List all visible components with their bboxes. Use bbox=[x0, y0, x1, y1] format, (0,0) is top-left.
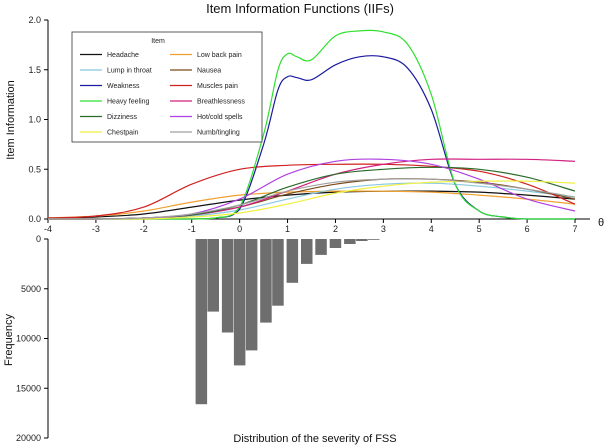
freq-x-axis-label: Distribution of the severity of FSS bbox=[233, 433, 396, 445]
legend-label-heavy-feeling: Heavy feeling bbox=[107, 99, 150, 106]
freq-bar bbox=[286, 239, 299, 283]
legend-title: Item bbox=[151, 38, 165, 45]
iif-x-tick-label: 5 bbox=[477, 224, 482, 234]
freq-bar bbox=[356, 239, 368, 241]
iif-x-tick-label: 1 bbox=[285, 224, 290, 234]
iif-y-axis-label: Item Information bbox=[5, 80, 17, 159]
series-line-heavy-feeling bbox=[47, 29, 575, 220]
iif-x-tick-label: -4 bbox=[44, 224, 52, 234]
legend-label-headache: Headache bbox=[107, 52, 139, 59]
legend-label-muscles-pain: Muscles pain bbox=[197, 83, 238, 90]
series-line-low-back-pain bbox=[47, 190, 576, 219]
series-line-chestpain bbox=[47, 180, 576, 220]
freq-bar bbox=[233, 239, 246, 366]
series-line-numb-tingling bbox=[47, 178, 576, 220]
series-line-headache bbox=[47, 190, 576, 219]
legend-label-weakness: Weakness bbox=[107, 83, 140, 90]
freq-bar bbox=[329, 239, 342, 248]
freq-y-axis-label: Frequency bbox=[3, 314, 15, 366]
freq-bar bbox=[301, 239, 313, 264]
legend-label-nausea: Nausea bbox=[197, 68, 221, 75]
freq-bar bbox=[245, 239, 258, 351]
freq-y-tick-label: 10000 bbox=[16, 334, 41, 344]
iif-y-tick-label: 0.5 bbox=[28, 164, 41, 174]
iif-legend: Item Headache Low back pain Lump in throat… bbox=[71, 31, 263, 143]
iif-chart-title: Item Information Functions (IIFs) bbox=[206, 1, 394, 16]
freq-bar bbox=[344, 239, 356, 244]
series-line-muscles-pain bbox=[47, 163, 576, 219]
legend-label-low-back-pain: Low back pain bbox=[197, 52, 242, 59]
freq-bar bbox=[272, 239, 284, 306]
freq-y-ticks: 0 5000 10000 15000 20000 bbox=[16, 234, 48, 443]
iif-x-ticks: -4 -3 -2 -1 0 1 2 3 4 5 6 7 bbox=[44, 219, 578, 234]
iif-x-tick-label: 4 bbox=[429, 224, 434, 234]
freq-bar bbox=[260, 239, 272, 323]
freq-y-tick-label: 20000 bbox=[16, 433, 41, 443]
freq-bar bbox=[195, 239, 208, 405]
legend-label-breathlessness: Breathlessness bbox=[197, 99, 245, 106]
iif-x-tick-label: 2 bbox=[333, 224, 338, 234]
freq-bar bbox=[221, 239, 234, 333]
iif-y-tick-label: 1.0 bbox=[28, 115, 41, 125]
freq-y-tick-label: 0 bbox=[36, 234, 41, 244]
legend-frame bbox=[71, 31, 263, 143]
iif-x-tick-label: 3 bbox=[381, 224, 386, 234]
freq-bar bbox=[368, 239, 380, 240]
iif-x-tick-label: -2 bbox=[140, 224, 148, 234]
iif-x-tick-label: 6 bbox=[525, 224, 530, 234]
legend-label-lump-in-throat: Lump in throat bbox=[107, 68, 152, 75]
iif-y-tick-label: 1.5 bbox=[28, 65, 41, 75]
freq-bar bbox=[315, 239, 327, 255]
iif-y-tick-label: 2.0 bbox=[28, 15, 41, 25]
freq-y-tick-label: 15000 bbox=[16, 383, 41, 393]
iif-x-tick-label: -1 bbox=[188, 224, 196, 234]
freq-bars bbox=[195, 239, 380, 405]
legend-label-chestpain: Chestpain bbox=[107, 130, 139, 137]
iif-x-tick-label: 0 bbox=[237, 224, 242, 234]
freq-y-tick-label: 5000 bbox=[21, 284, 41, 294]
iif-x-tick-label: -3 bbox=[92, 224, 100, 234]
iif-series-lines bbox=[47, 29, 576, 220]
theta-axis-symbol: θ bbox=[598, 217, 604, 229]
legend-label-numb-tingling: Numb/tingling bbox=[197, 130, 240, 137]
legend-items: Headache Low back pain Lump in throat Nause… bbox=[80, 52, 245, 137]
legend-label-hot-cold-spells: Hot/cold spells bbox=[197, 114, 243, 121]
iif-x-tick-label: 7 bbox=[572, 224, 577, 234]
iif-y-tick-label: 0.0 bbox=[28, 214, 41, 224]
freq-bar bbox=[207, 239, 219, 312]
iif-y-ticks: 0.0 0.5 1.0 1.5 2.0 bbox=[28, 15, 48, 224]
legend-label-dizziness: Dizziness bbox=[107, 114, 137, 121]
